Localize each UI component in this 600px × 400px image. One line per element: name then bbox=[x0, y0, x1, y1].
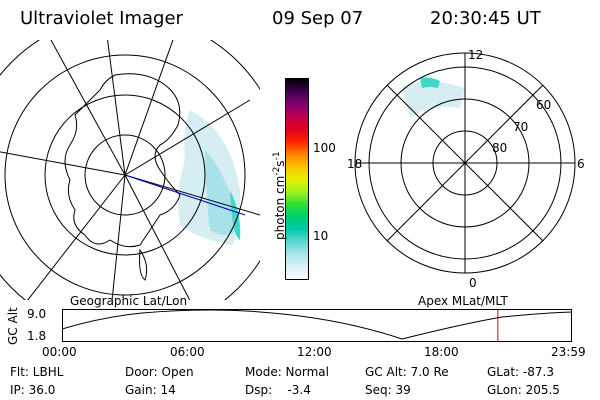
instrument-title: Ultraviolet Imager bbox=[20, 8, 183, 29]
antarctica-coastline bbox=[64, 73, 181, 248]
altitude-ymax: 9.0 bbox=[27, 307, 47, 321]
altitude-ymin: 1.8 bbox=[27, 329, 47, 343]
colorbar bbox=[285, 78, 309, 280]
time-tick-0600: 06:00 bbox=[170, 345, 205, 359]
time-tick-2359: 23:59 bbox=[551, 345, 586, 359]
satellite-track bbox=[124, 174, 246, 216]
mlt-label-0: 0 bbox=[469, 276, 477, 290]
dsp-info: Dsp: -3.4 bbox=[245, 383, 311, 397]
ip-info: IP: 36.0 bbox=[10, 383, 56, 397]
time-tick-1200: 12:00 bbox=[297, 345, 332, 359]
altitude-plot bbox=[62, 309, 572, 342]
glon-info: GLon: 205.5 bbox=[487, 383, 560, 397]
aurora-emission-right bbox=[402, 81, 465, 118]
left-panel-caption: Geographic Lat/Lon bbox=[70, 294, 188, 308]
sequence-info: Seq: 39 bbox=[365, 383, 411, 397]
door-info: Door: Open bbox=[125, 365, 194, 379]
gc-altitude-info: GC Alt: 7.0 Re bbox=[365, 365, 449, 379]
colorbar-unit-label: photon cm-2s-1 bbox=[272, 151, 287, 240]
time-tick-0000: 00:00 bbox=[42, 345, 77, 359]
time-tick-1800: 18:00 bbox=[424, 345, 459, 359]
geographic-map bbox=[0, 40, 260, 300]
magnetic-polar-plot bbox=[354, 52, 576, 274]
colorbar-tick-100: 100 bbox=[313, 141, 336, 155]
observation-date: 09 Sep 07 bbox=[272, 8, 364, 29]
right-panel-caption: Apex MLat/MLT bbox=[418, 294, 508, 308]
mlt-label-12: 12 bbox=[468, 48, 484, 62]
observation-time: 20:30:45 UT bbox=[430, 8, 541, 29]
filter-info: Flt: LBHL bbox=[10, 365, 64, 379]
glat-info: GLat: -87.3 bbox=[487, 365, 554, 379]
colorbar-tick-10: 10 bbox=[313, 229, 329, 243]
mlt-label-18: 18 bbox=[347, 157, 363, 171]
mlat-label-80: 80 bbox=[492, 141, 508, 155]
altitude-curve bbox=[62, 309, 572, 340]
aurora-emission-left-bright bbox=[230, 190, 241, 240]
mlt-label-6: 6 bbox=[577, 157, 585, 171]
gain-info: Gain: 14 bbox=[125, 383, 176, 397]
mode-info: Mode: Normal bbox=[245, 365, 329, 379]
aurora-emission-left-mid bbox=[205, 150, 238, 235]
altitude-axis-label: GC Alt bbox=[6, 307, 20, 345]
mlat-label-70: 70 bbox=[513, 120, 529, 134]
mlat-label-60: 60 bbox=[536, 98, 552, 112]
aurora-emission-right-bright bbox=[420, 77, 440, 88]
